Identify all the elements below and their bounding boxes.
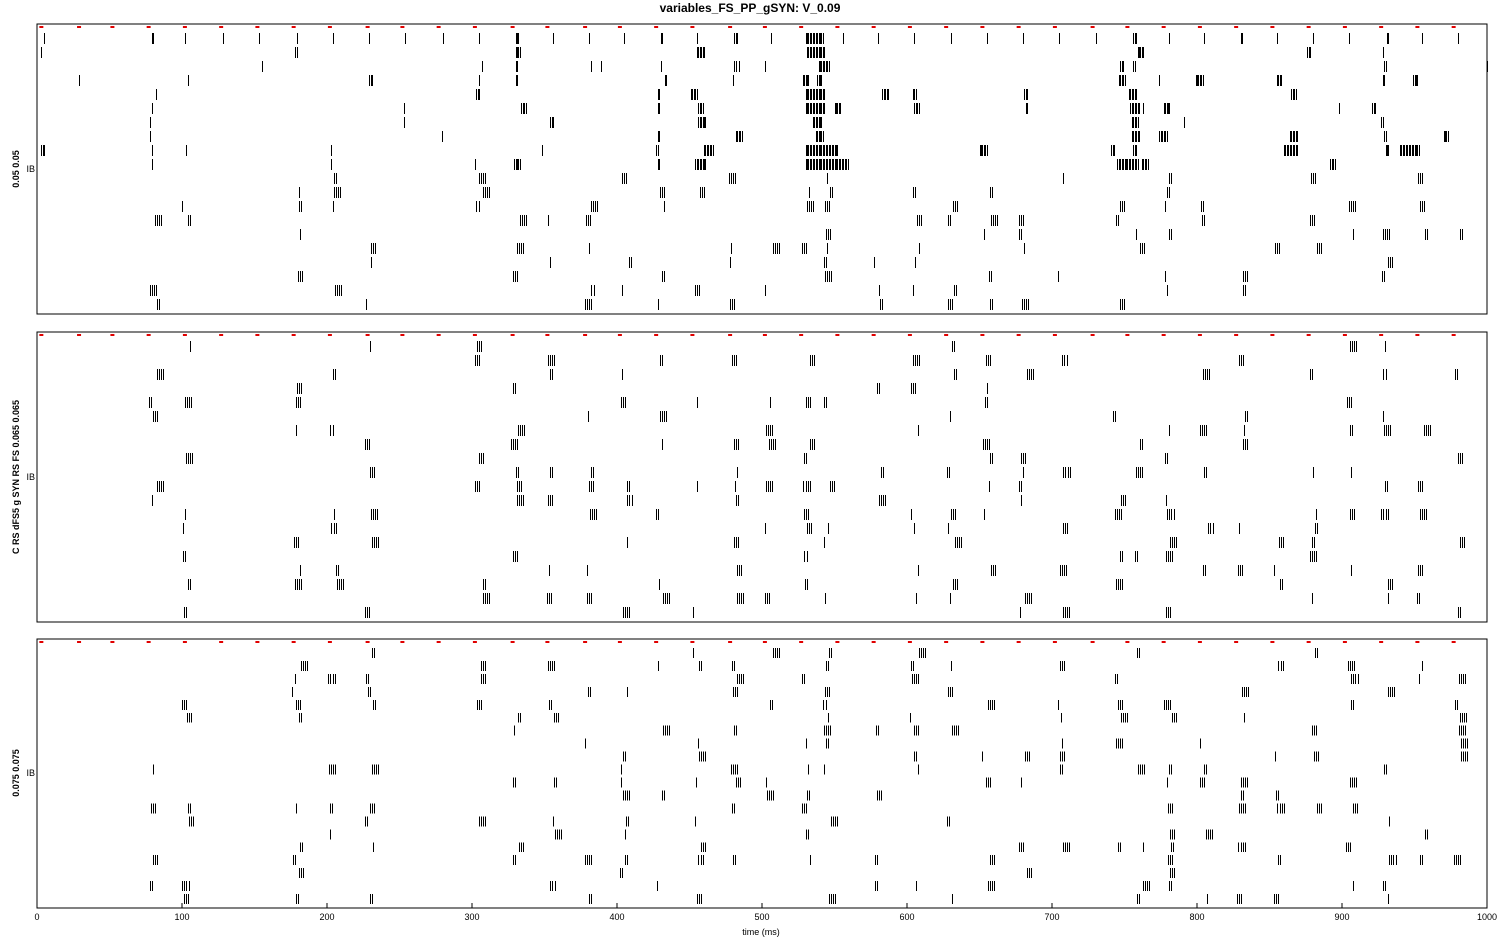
panel-1: 0.05 0.05 IB (11, 23, 1488, 315)
x-tick-label: 1000 (1477, 912, 1497, 922)
panel-3-spikes (39, 641, 1468, 904)
x-axis-label: time (ms) (742, 927, 780, 937)
x-tick-label: 400 (609, 912, 624, 922)
panel-2-frame (36, 331, 1488, 623)
x-tick-label: 200 (319, 912, 334, 922)
x-tick-label: 0 (34, 912, 39, 922)
panel-2-ylabel: C RS dFS5 g SYN RS FS 0.065 0.065 (11, 400, 21, 554)
panel-3: 0.075 0.075 IB (11, 638, 1488, 909)
panel-3-ytick-label: IB (26, 768, 35, 778)
x-tick-label: 500 (754, 912, 769, 922)
panel-1-ytick-label: IB (26, 164, 35, 174)
panel-3-ylabel: 0.075 0.075 (11, 749, 21, 797)
figure-title: variables_FS_PP_gSYN: V_0.09 (660, 1, 841, 15)
x-axis: 0 100 200 300 400 500 600 700 800 900 1000 (34, 903, 1497, 922)
panel-1-frame (36, 23, 1488, 315)
panel-1-ylabel: 0.05 0.05 (11, 150, 21, 188)
x-tick-label: 900 (1334, 912, 1349, 922)
x-tick-label: 800 (1189, 912, 1204, 922)
panel-2-ytick-label: IB (26, 472, 35, 482)
panel-3-frame (36, 638, 1488, 909)
x-tick-label: 300 (464, 912, 479, 922)
panel-2: C RS dFS5 g SYN RS FS 0.065 0.065 IB (11, 331, 1488, 623)
x-tick-label: 700 (1044, 912, 1059, 922)
panel-1-spikes (39, 26, 1488, 310)
panel-2-spikes (39, 334, 1465, 618)
x-tick-label: 100 (174, 912, 189, 922)
x-tick-label: 600 (899, 912, 914, 922)
